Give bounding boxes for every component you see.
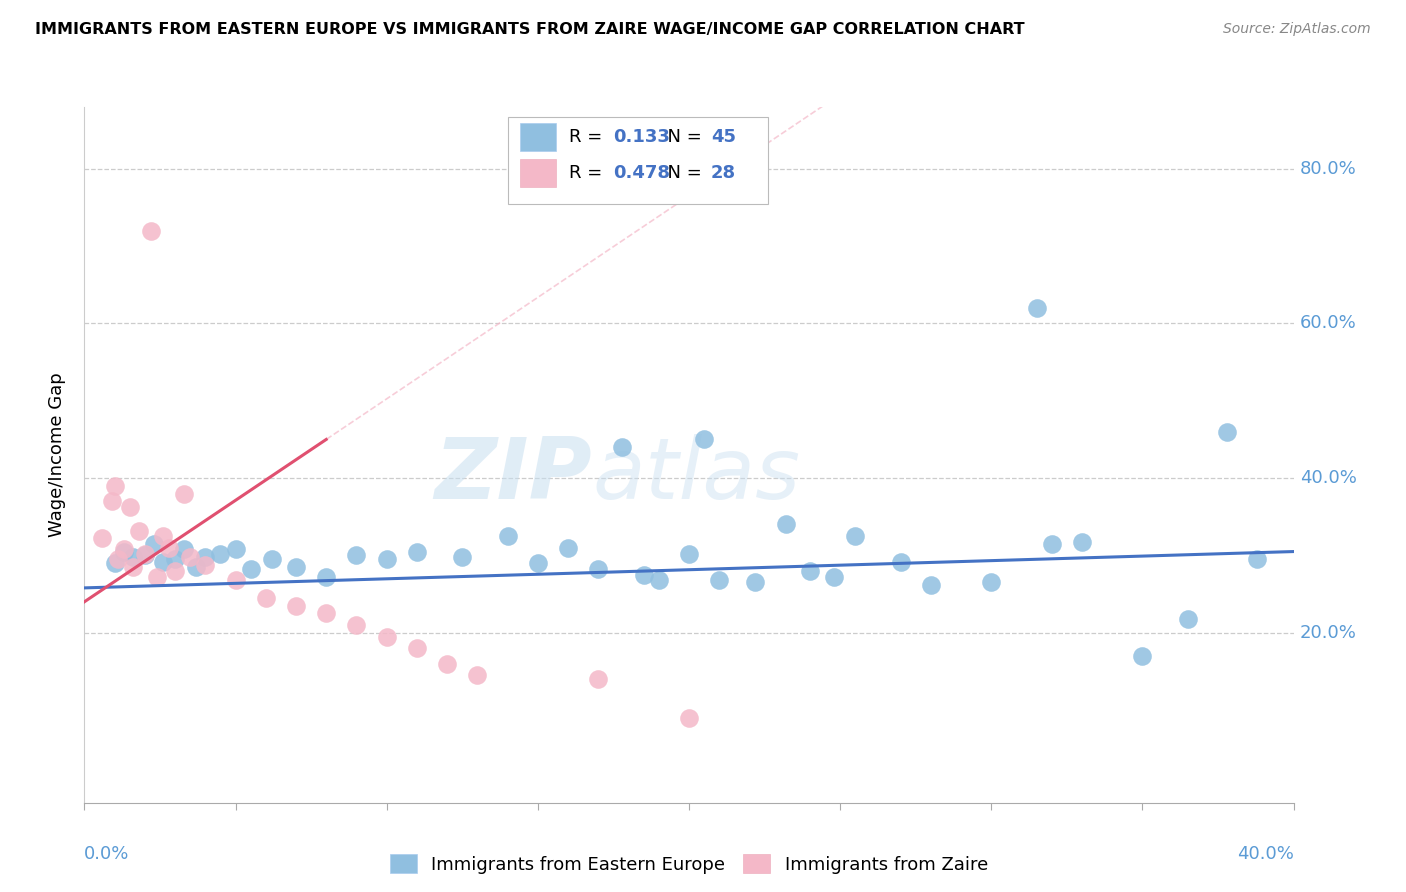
Point	[152, 555, 174, 569]
Bar	[520, 123, 555, 151]
Text: 0.0%: 0.0%	[84, 845, 129, 863]
Point	[375, 630, 398, 644]
Point	[588, 562, 610, 576]
Point	[121, 549, 143, 564]
Point	[146, 570, 169, 584]
Point	[823, 570, 845, 584]
Point	[588, 672, 610, 686]
Point	[179, 549, 201, 564]
Point	[315, 607, 337, 621]
Point	[1025, 301, 1047, 315]
Point	[1177, 612, 1199, 626]
Text: 60.0%: 60.0%	[1299, 315, 1357, 333]
Point	[1071, 534, 1094, 549]
Point	[890, 555, 912, 569]
Point	[104, 479, 127, 493]
Point	[100, 494, 122, 508]
Point	[107, 552, 129, 566]
Text: 45: 45	[710, 128, 735, 146]
Bar	[520, 159, 555, 187]
Point	[1246, 552, 1268, 566]
Point	[112, 542, 135, 557]
Point	[693, 433, 716, 447]
Point	[134, 547, 156, 561]
Text: 28: 28	[710, 164, 735, 182]
Point	[134, 549, 156, 563]
Point	[346, 549, 368, 563]
Text: 20.0%: 20.0%	[1299, 624, 1357, 641]
Text: R =: R =	[569, 128, 609, 146]
Point	[284, 599, 308, 613]
Point	[375, 552, 398, 566]
Point	[467, 668, 489, 682]
Point	[239, 562, 262, 576]
Text: atlas: atlas	[592, 434, 800, 517]
Text: R =: R =	[569, 164, 609, 182]
Point	[163, 564, 186, 578]
Point	[1216, 425, 1239, 439]
Point	[121, 560, 143, 574]
Point	[128, 524, 150, 538]
Point	[194, 549, 217, 564]
Text: N =: N =	[657, 164, 707, 182]
Point	[346, 618, 368, 632]
Point	[496, 529, 519, 543]
Point	[225, 573, 247, 587]
Point	[678, 547, 700, 561]
Point	[284, 560, 308, 574]
Text: 0.478: 0.478	[613, 164, 669, 182]
Point	[186, 560, 208, 574]
Point	[139, 224, 162, 238]
Point	[173, 542, 195, 557]
Point	[775, 517, 797, 532]
Point	[844, 529, 866, 543]
Point	[744, 575, 766, 590]
Legend: Immigrants from Eastern Europe, Immigrants from Zaire: Immigrants from Eastern Europe, Immigran…	[389, 855, 988, 874]
Text: 40.0%: 40.0%	[1237, 845, 1294, 863]
Text: N =: N =	[657, 128, 707, 146]
Point	[1040, 537, 1063, 551]
Point	[225, 542, 247, 557]
Point	[104, 556, 127, 570]
Point	[526, 556, 548, 570]
Point	[980, 575, 1002, 590]
Point	[612, 440, 634, 454]
Point	[436, 657, 458, 671]
Text: ZIP: ZIP	[434, 434, 592, 517]
Point	[142, 537, 165, 551]
Point	[920, 578, 942, 592]
Point	[163, 552, 186, 566]
Point	[118, 500, 141, 515]
Point	[209, 547, 232, 561]
Point	[152, 529, 174, 543]
Text: IMMIGRANTS FROM EASTERN EUROPE VS IMMIGRANTS FROM ZAIRE WAGE/INCOME GAP CORRELAT: IMMIGRANTS FROM EASTERN EUROPE VS IMMIGR…	[35, 22, 1025, 37]
Point	[194, 558, 217, 572]
Point	[647, 573, 671, 587]
Point	[799, 564, 821, 578]
Point	[157, 541, 180, 555]
Text: 40.0%: 40.0%	[1299, 469, 1357, 487]
Point	[557, 541, 579, 555]
Point	[451, 549, 474, 564]
Text: Source: ZipAtlas.com: Source: ZipAtlas.com	[1223, 22, 1371, 37]
Point	[112, 544, 135, 558]
Point	[315, 570, 337, 584]
Point	[254, 591, 277, 605]
Y-axis label: Wage/Income Gap: Wage/Income Gap	[48, 373, 66, 537]
Point	[260, 552, 283, 566]
Point	[1130, 648, 1153, 663]
Point	[406, 544, 429, 558]
Point	[406, 641, 429, 656]
FancyBboxPatch shape	[508, 118, 768, 204]
Point	[633, 567, 655, 582]
Point	[91, 532, 114, 546]
Text: 0.133: 0.133	[613, 128, 669, 146]
Point	[678, 711, 700, 725]
Point	[709, 573, 731, 587]
Point	[173, 486, 195, 500]
Text: 80.0%: 80.0%	[1299, 160, 1357, 178]
